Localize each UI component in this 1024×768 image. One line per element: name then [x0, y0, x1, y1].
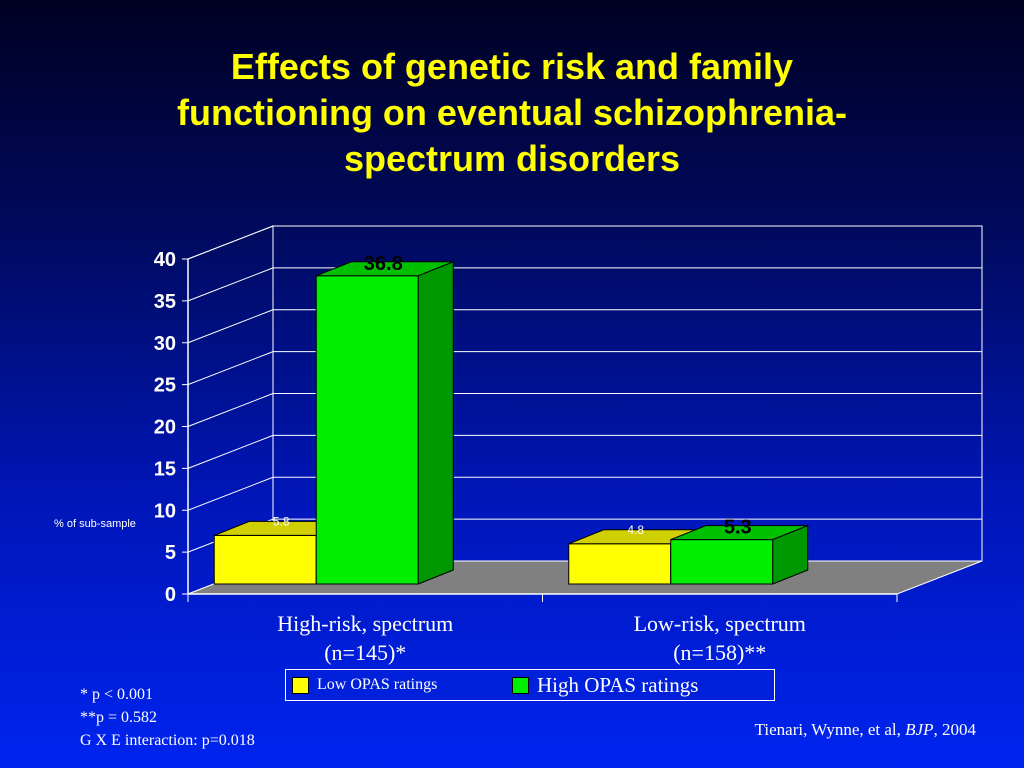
- footnote: G X E interaction: p=0.018: [80, 732, 255, 749]
- legend-item-high-opas: High OPAS ratings: [512, 670, 698, 700]
- citation-journal: BJP: [905, 720, 934, 739]
- footnote: * p < 0.001: [80, 686, 154, 703]
- legend-label-low-opas: Low OPAS ratings: [317, 676, 438, 693]
- bar-side: [417, 261, 454, 585]
- citation: Tienari, Wynne, et al, BJP, 2004: [755, 720, 976, 740]
- y-tick-label: 0: [165, 584, 176, 606]
- legend-swatch-high-opas: [512, 676, 529, 694]
- bar-value-label: 5.3: [724, 517, 752, 539]
- gridline-side: [187, 225, 274, 260]
- y-tick-label: 20: [154, 417, 176, 439]
- x-category-label: Low-risk, spectrum: [634, 611, 806, 636]
- legend-item-low-opas: Low OPAS ratings: [292, 670, 437, 700]
- y-tick-label: 40: [154, 249, 176, 271]
- y-tick-label: 5: [165, 542, 176, 564]
- x-category-label: (n=145)*: [324, 640, 406, 665]
- gridline-side: [187, 476, 274, 511]
- bar-front: [315, 275, 419, 585]
- x-category-label: High-risk, spectrum: [277, 611, 453, 636]
- bar-value-label: 36.8: [364, 253, 403, 275]
- gridline-side: [187, 434, 274, 469]
- footnote: **p = 0.582: [80, 709, 158, 726]
- bar-side: [772, 524, 809, 585]
- y-tick-label: 25: [154, 375, 176, 397]
- bar-front: [568, 543, 672, 585]
- y-tick-label: 35: [154, 291, 176, 313]
- x-category-label: (n=158)**: [673, 640, 766, 665]
- footnotes: * p < 0.001 **p = 0.582 G X E interactio…: [80, 683, 255, 752]
- gridline-side: [187, 267, 274, 302]
- chart-legend: Low OPAS ratings High OPAS ratings: [285, 669, 775, 701]
- legend-swatch-low-opas: [292, 676, 309, 694]
- bar-front: [213, 534, 317, 585]
- y-axis-label: % of sub-sample: [54, 518, 136, 530]
- gridline-side: [187, 351, 274, 386]
- slide-title: Effects of genetic risk and family funct…: [60, 44, 964, 182]
- y-tick-label: 30: [154, 333, 176, 355]
- y-tick-label: 10: [154, 500, 176, 522]
- legend-label-high-opas: High OPAS ratings: [537, 672, 699, 697]
- y-tick-label: 15: [154, 458, 176, 480]
- gridline-side: [187, 393, 274, 427]
- bar-front: [670, 539, 774, 585]
- bar-value-label: 4.8: [627, 523, 644, 537]
- bar-value-label: 5.8: [273, 514, 290, 528]
- gridline-side: [187, 309, 274, 344]
- citation-authors: Tienari, Wynne, et al,: [754, 720, 906, 739]
- title-line: Effects of genetic risk and family: [230, 46, 794, 87]
- title-line: functioning on eventual schizophrenia-: [176, 92, 848, 133]
- title-line: spectrum disorders: [343, 138, 681, 179]
- citation-year: , 2004: [933, 720, 977, 739]
